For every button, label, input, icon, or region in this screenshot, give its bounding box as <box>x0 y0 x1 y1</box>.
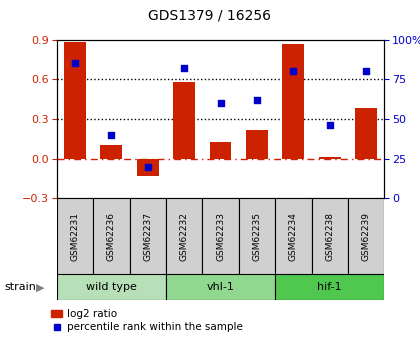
Point <box>71 61 78 66</box>
Bar <box>57 274 166 300</box>
Bar <box>93 198 129 274</box>
Point <box>290 69 297 74</box>
Point <box>108 132 115 138</box>
Bar <box>348 198 384 274</box>
Bar <box>275 274 384 300</box>
Point <box>254 97 260 103</box>
Text: wild type: wild type <box>86 282 137 292</box>
Bar <box>137 159 159 176</box>
Text: GSM62239: GSM62239 <box>362 212 370 261</box>
Bar <box>210 141 231 159</box>
Point <box>181 66 187 71</box>
Text: GDS1379 / 16256: GDS1379 / 16256 <box>149 8 271 22</box>
Text: GSM62234: GSM62234 <box>289 212 298 261</box>
Text: GSM62235: GSM62235 <box>252 212 261 261</box>
Bar <box>312 198 348 274</box>
Bar <box>319 157 341 159</box>
Text: hif-1: hif-1 <box>318 282 342 292</box>
Bar <box>202 198 239 274</box>
Text: GSM62233: GSM62233 <box>216 212 225 261</box>
Text: vhl-1: vhl-1 <box>207 282 234 292</box>
Text: GSM62237: GSM62237 <box>143 212 152 261</box>
Bar <box>239 198 275 274</box>
Bar <box>64 42 86 159</box>
Bar <box>129 198 166 274</box>
Text: strain: strain <box>4 282 36 292</box>
Bar <box>166 274 275 300</box>
Text: ▶: ▶ <box>36 282 44 292</box>
Text: GSM62238: GSM62238 <box>325 212 334 261</box>
Text: GSM62232: GSM62232 <box>180 212 189 261</box>
Bar <box>166 198 202 274</box>
Bar <box>355 108 377 159</box>
Point <box>217 100 224 106</box>
Bar <box>275 198 312 274</box>
Point <box>363 69 370 74</box>
Point <box>326 122 333 128</box>
Bar <box>57 198 93 274</box>
Text: GSM62236: GSM62236 <box>107 212 116 261</box>
Bar <box>173 82 195 159</box>
Bar <box>282 44 304 159</box>
Bar <box>246 130 268 159</box>
Legend: log2 ratio, percentile rank within the sample: log2 ratio, percentile rank within the s… <box>47 305 247 336</box>
Text: GSM62231: GSM62231 <box>71 212 79 261</box>
Bar <box>100 146 122 159</box>
Point <box>144 164 151 169</box>
